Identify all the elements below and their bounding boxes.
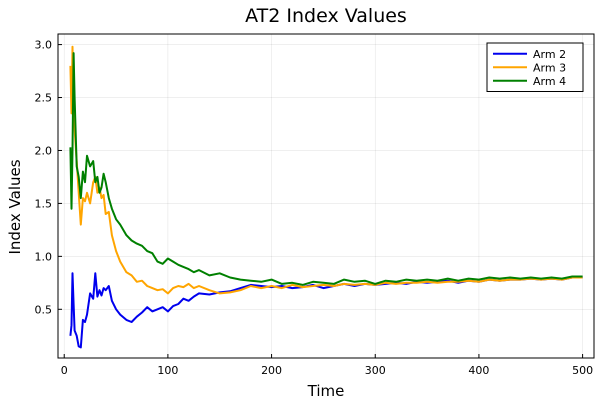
legend-label-arm-4: Arm 4: [533, 75, 566, 88]
y-tick-label: 1.5: [35, 197, 53, 210]
x-tick-label: 300: [365, 364, 386, 377]
plot-frame: [57, 33, 595, 359]
x-tick-label: 200: [261, 364, 282, 377]
x-tick-label: 0: [61, 364, 68, 377]
x-tick-label: 100: [157, 364, 178, 377]
x-axis-label: Time: [307, 382, 345, 400]
ticks: 0 100 200 300 400 500 0.5 1.0 1.5 2.0 2.5 3.0: [35, 39, 594, 377]
y-tick-label: 0.5: [35, 303, 53, 316]
series-line-arm-4: [69, 52, 583, 286]
y-tick-label: 2.0: [35, 144, 53, 157]
y-tick-label: 3.0: [35, 39, 53, 52]
legend-label-arm-2: Arm 2: [533, 48, 566, 61]
y-tick-label: 1.0: [35, 250, 53, 263]
chart-title: AT2 Index Values: [245, 5, 407, 27]
y-axis-label: Index Values: [6, 159, 24, 254]
x-tick-label: 500: [572, 364, 593, 377]
legend-label-arm-3: Arm 3: [533, 61, 566, 74]
series-line-arm-3: [69, 45, 583, 295]
x-tick-label: 400: [468, 364, 489, 377]
series-layer: [69, 45, 583, 349]
y-tick-label: 2.5: [35, 92, 53, 105]
